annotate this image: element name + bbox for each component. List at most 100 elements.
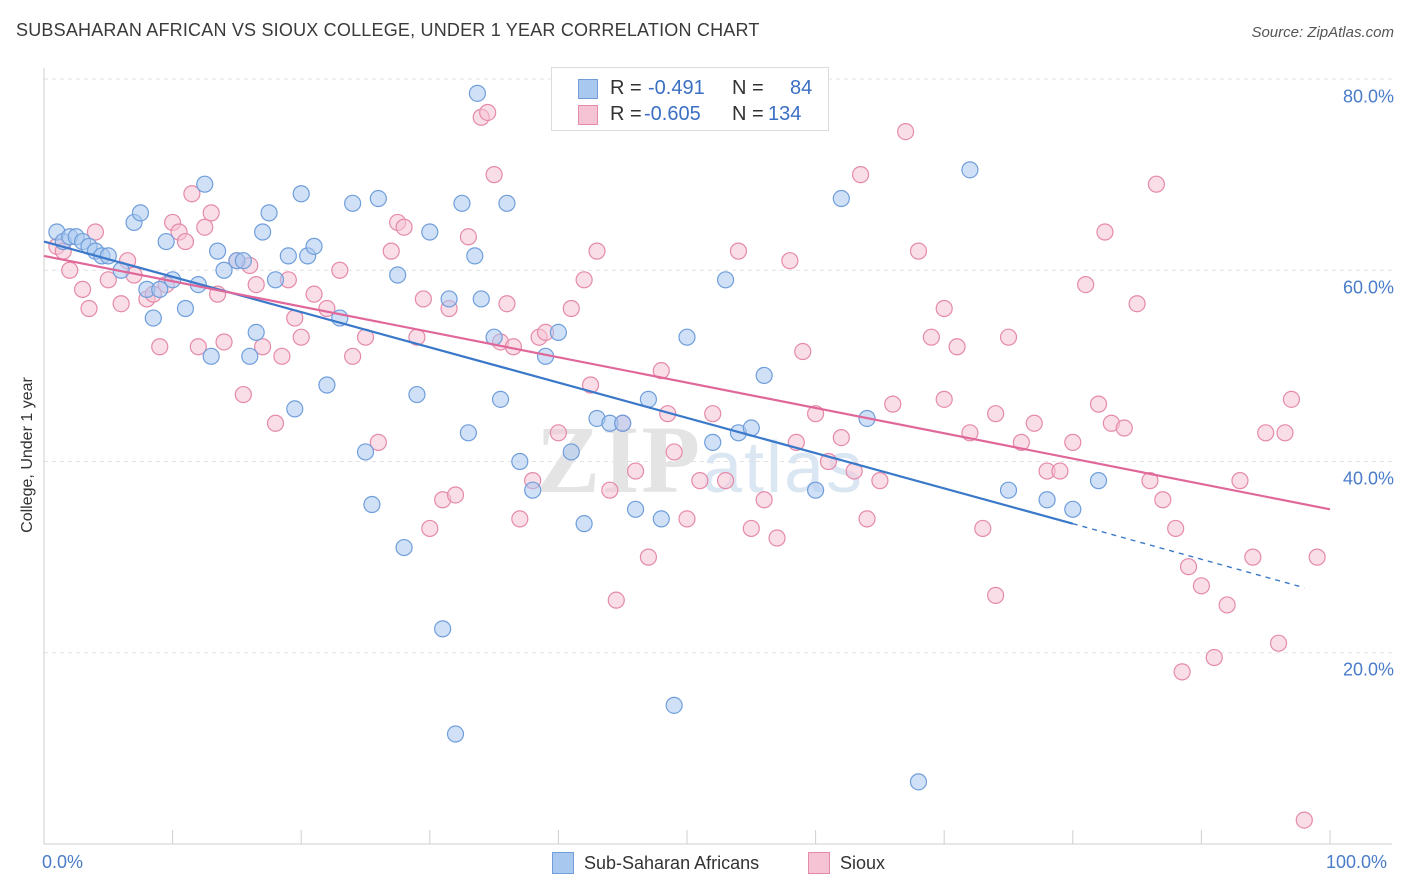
sioux-point [189,338,207,356]
sioux-point [987,586,1005,604]
sioux-point [1128,295,1146,313]
subsaharan-point [157,232,175,251]
sioux-point [626,462,645,480]
subsaharan-point [1089,472,1108,490]
sioux-point [794,342,812,361]
sioux-point [1167,519,1185,538]
sioux-point [1218,596,1236,614]
sioux-point [897,122,915,141]
sioux-point [948,338,966,356]
sioux-point [665,443,683,461]
sioux-point [446,486,465,504]
subsaharan-point [292,185,310,203]
subsaharan-point [562,443,580,461]
sioux-point [729,242,748,260]
subsaharan-point [196,175,214,193]
sioux-point [112,295,130,313]
bottom-legend-subsaharan: Sub-Saharan Africans [552,852,759,874]
sioux-point [1244,548,1262,566]
sioux-point [999,328,1018,346]
sioux-point [852,166,870,184]
sioux-point [691,472,709,490]
subsaharan-point [209,242,227,260]
subsaharan-point [305,237,323,255]
subsaharan-point [363,495,381,514]
sioux-point [73,280,92,298]
sioux-point [202,204,220,222]
sioux-point [1282,390,1301,408]
subsaharan-point [389,266,407,284]
subsaharan-point [614,414,632,432]
sioux-point [755,491,773,509]
sioux-point [987,405,1005,423]
sioux-point [716,472,735,490]
chart-title: SUBSAHARAN AFRICAN VS SIOUX COLLEGE, UND… [16,20,760,40]
subsaharan-point [1038,491,1056,509]
subsaharan-point [286,400,304,418]
subsaharan-point [247,323,265,342]
subsaharan-point [491,390,510,408]
sioux-point [254,338,272,356]
sioux-point [922,328,940,346]
sioux-point [935,390,953,408]
axes [43,68,1392,845]
subsaharan-point [755,366,773,385]
subsaharan-point [260,204,278,222]
sioux-point [331,261,349,279]
correlation-legend: R = -0.491 N = 84 R = -0.605 N = 134 [551,67,829,131]
sioux-point [1064,433,1082,451]
sioux-point [344,347,362,365]
bottom-legend-swatch-pink [808,852,830,874]
y-tick-label-20: 20.0% [1342,659,1394,680]
sioux-point [581,376,600,394]
subsaharan-point [434,620,452,638]
subsaharan-trend-extension [1072,522,1305,589]
subsaharan-point [909,773,928,791]
subsaharan-point [131,204,150,222]
sioux-point [1205,648,1223,667]
sioux-point [382,242,400,260]
sioux-point [196,218,214,236]
sioux-point [1173,663,1191,681]
subsaharan-point [961,161,979,179]
sioux-point [369,433,387,451]
subsaharan-point [446,725,465,743]
subsaharan-point [254,223,272,241]
sioux-point [479,103,497,122]
y-tick-label-40: 40.0% [1342,468,1394,489]
sioux-point [974,519,992,538]
sioux-point [292,328,310,346]
sioux-point [549,424,568,442]
subsaharan-point [369,189,387,208]
subsaharan-point [472,290,490,308]
subsaharan-point [716,271,735,289]
bottom-legend-swatch-blue [552,852,574,874]
subsaharan-point [468,84,486,102]
sioux-point [1257,424,1275,442]
subsaharan-point [318,376,336,394]
subsaharan-point [440,290,458,308]
sioux-point [183,185,201,203]
sioux-point [858,510,876,528]
sioux-point [1179,558,1198,576]
bottom-legend-label: Sioux [840,852,886,873]
sioux-point [1295,811,1313,829]
sioux-point [176,232,195,251]
subsaharan-point [421,223,439,241]
subsaharan-point [1064,500,1082,518]
x-tick-label-min: 0.0% [42,852,84,872]
sioux-point [305,285,323,303]
legend-r-label: R = [610,76,642,99]
legend-n-value: 84 [790,76,813,99]
sioux-point [86,223,105,241]
sioux-point [1096,223,1114,241]
sioux-point [80,299,98,318]
sioux-point [1192,577,1211,595]
sioux-point [871,472,889,490]
sioux-point [395,218,413,236]
sioux-point [1115,419,1133,437]
sioux-point [99,271,117,289]
subsaharan-point [466,247,484,265]
sioux-point [1147,175,1165,193]
